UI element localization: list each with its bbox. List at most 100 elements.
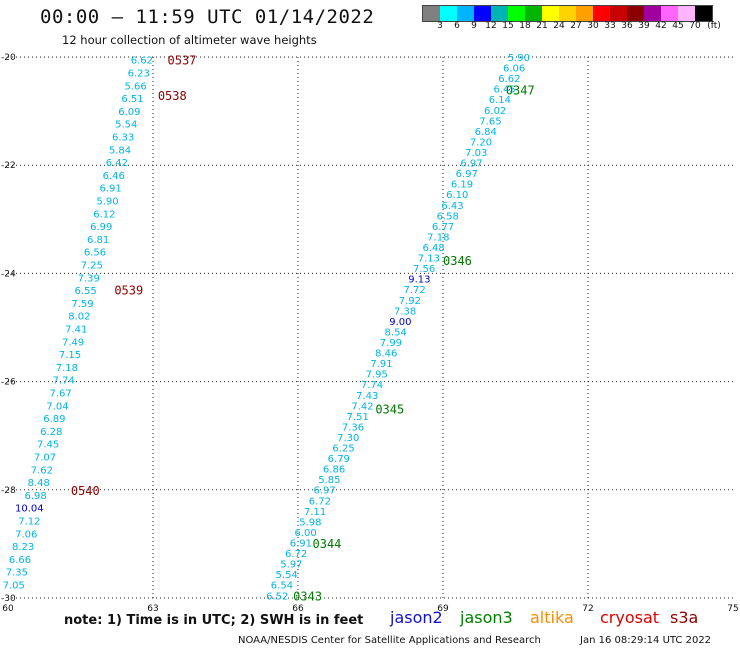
colorbar-cell [559, 6, 576, 21]
swh-value-jason3: 6.06 [503, 64, 525, 75]
swh-value-jason3: 6.97 [456, 169, 478, 180]
swh-value-cryosat: 5.90 [96, 196, 118, 207]
y-tick-label: -24 [1, 269, 16, 279]
swh-value-cryosat: 10.04 [15, 504, 44, 515]
colorbar-label: 42 [655, 21, 667, 31]
pass-time-label: 0346 [443, 254, 472, 268]
swh-value-cryosat: 6.46 [103, 171, 125, 182]
swh-value-jason3: 6.19 [451, 180, 473, 191]
swh-value-jason3: 8.46 [375, 349, 397, 360]
swh-value-cryosat: 7.15 [59, 350, 81, 361]
colorbar-label: 33 [604, 21, 616, 31]
pass-time-label: 0343 [293, 589, 322, 603]
colorbar-cell [542, 6, 559, 21]
swh-value-jason3: 7.42 [351, 401, 373, 412]
x-tick-label: 72 [582, 604, 593, 614]
swh-value-jason3: 5.90 [508, 53, 530, 64]
swh-value-jason3: 7.43 [356, 391, 378, 402]
swh-value-jason3: 5.85 [318, 475, 340, 486]
colorbar-cell [423, 6, 440, 21]
swh-value-cryosat: 6.62 [131, 56, 153, 67]
page-subtitle: 12 hour collection of altimeter wave hei… [62, 33, 317, 47]
swh-value-cryosat: 6.42 [106, 158, 128, 169]
swh-value-jason3: 6.72 [285, 549, 307, 560]
colorbar-cell [457, 6, 474, 21]
swh-value-jason3: 7.03 [465, 148, 487, 159]
swh-value-cryosat: 7.49 [62, 337, 84, 348]
swh-value-jason3: 8.54 [385, 327, 407, 338]
swh-value-jason3: 7.92 [399, 296, 421, 307]
y-tick-label: -22 [1, 161, 16, 171]
swh-value-jason3: 6.58 [437, 211, 459, 222]
x-tick-label: 75 [727, 604, 738, 614]
swh-value-jason3: 5.97 [280, 560, 302, 571]
swh-value-cryosat: 7.62 [31, 465, 53, 476]
swh-value-jason3: 9.13 [408, 275, 430, 286]
colorbar-cell [644, 6, 661, 21]
swh-value-jason3: 6.62 [498, 74, 520, 85]
swh-value-cryosat: 7.67 [50, 388, 72, 399]
swh-value-jason3: 6.79 [328, 454, 350, 465]
swh-value-jason3: 6.97 [460, 159, 482, 170]
swh-value-jason3: 6.14 [489, 95, 511, 106]
colorbar-label: 39 [638, 21, 650, 31]
swh-value-cryosat: 6.55 [75, 286, 97, 297]
swh-value-cryosat: 7.39 [78, 273, 100, 284]
swh-value-jason3: 9.00 [389, 317, 411, 328]
swh-value-cryosat: 7.74 [53, 376, 75, 387]
legend-s3a: s3a [670, 608, 699, 627]
colorbar-label: 21 [536, 21, 548, 31]
colorbar-cell [627, 6, 644, 21]
colorbar-label: 18 [519, 21, 531, 31]
legend-cryosat: cryosat [600, 608, 660, 627]
colorbar-cell [678, 6, 695, 21]
footer-note: note: 1) Time is in UTC; 2) SWH is in fe… [64, 613, 364, 628]
swh-value-jason3: 6.91 [290, 539, 312, 550]
swh-value-jason3: 6.02 [484, 106, 506, 117]
swh-value-cryosat: 8.02 [68, 312, 90, 323]
colorbar-label: 6 [454, 21, 460, 31]
swh-value-jason3: 7.18 [427, 232, 449, 243]
swh-value-jason3: 6.72 [309, 496, 331, 507]
page-title: 00:00 — 11:59 UTC 01/14/2022 [40, 6, 375, 28]
colorbar-label: 30 [587, 21, 599, 31]
swh-value-jason3: 6.52 [266, 591, 288, 602]
swh-value-jason3: 7.95 [366, 370, 388, 381]
swh-value-jason3: 7.56 [413, 264, 435, 275]
swh-value-cryosat: 7.12 [18, 516, 40, 527]
swh-value-jason3: 6.84 [475, 127, 497, 138]
x-tick-label: 69 [437, 604, 449, 614]
swh-value-cryosat: 6.81 [87, 235, 109, 246]
colorbar-label: 45 [672, 21, 684, 31]
swh-value-cryosat: 5.54 [115, 120, 137, 131]
x-tick-label: 60 [2, 604, 14, 614]
colorbar-label: 15 [502, 21, 514, 31]
colorbar-cell [508, 6, 525, 21]
pass-time-label: 0537 [168, 54, 197, 68]
colorbar-label: 9 [471, 21, 477, 31]
colorbar-label: 27 [570, 21, 582, 31]
y-tick-label: -26 [1, 378, 16, 388]
pass-time-label: 0538 [158, 89, 187, 103]
footer-credit: NOAA/NESDIS Center for Satellite Applica… [238, 635, 541, 646]
y-tick-label: -20 [1, 53, 16, 63]
swh-value-jason3: 7.51 [347, 412, 369, 423]
y-tick-label: -30 [1, 594, 16, 604]
swh-value-cryosat: 7.18 [56, 363, 78, 374]
swh-value-cryosat: 6.98 [25, 491, 47, 502]
swh-value-jason3: 7.11 [304, 507, 326, 518]
colorbar-labels: 3 6 9 12 15 18 21 24 27 30 33 36 39 42 45 70 (ft) [422, 21, 740, 35]
swh-value-jason3: 7.38 [394, 306, 416, 317]
swh-value-cryosat: 6.12 [93, 209, 115, 220]
colorbar-label: 24 [553, 21, 565, 31]
swh-value-jason3: 7.74 [361, 380, 383, 391]
swh-value-jason3: 6.86 [323, 465, 345, 476]
colorbar-label: 70 [689, 21, 701, 31]
swh-value-jason3: 7.13 [418, 254, 440, 265]
colorbar-cell [695, 6, 712, 21]
colorbar-label: 12 [485, 21, 497, 31]
swh-value-cryosat: 8.23 [12, 542, 34, 553]
colorbar-cell [440, 6, 457, 21]
footer-timestamp: Jan 16 08:29:14 UTC 2022 [580, 635, 712, 646]
swh-value-cryosat: 6.56 [84, 248, 106, 259]
